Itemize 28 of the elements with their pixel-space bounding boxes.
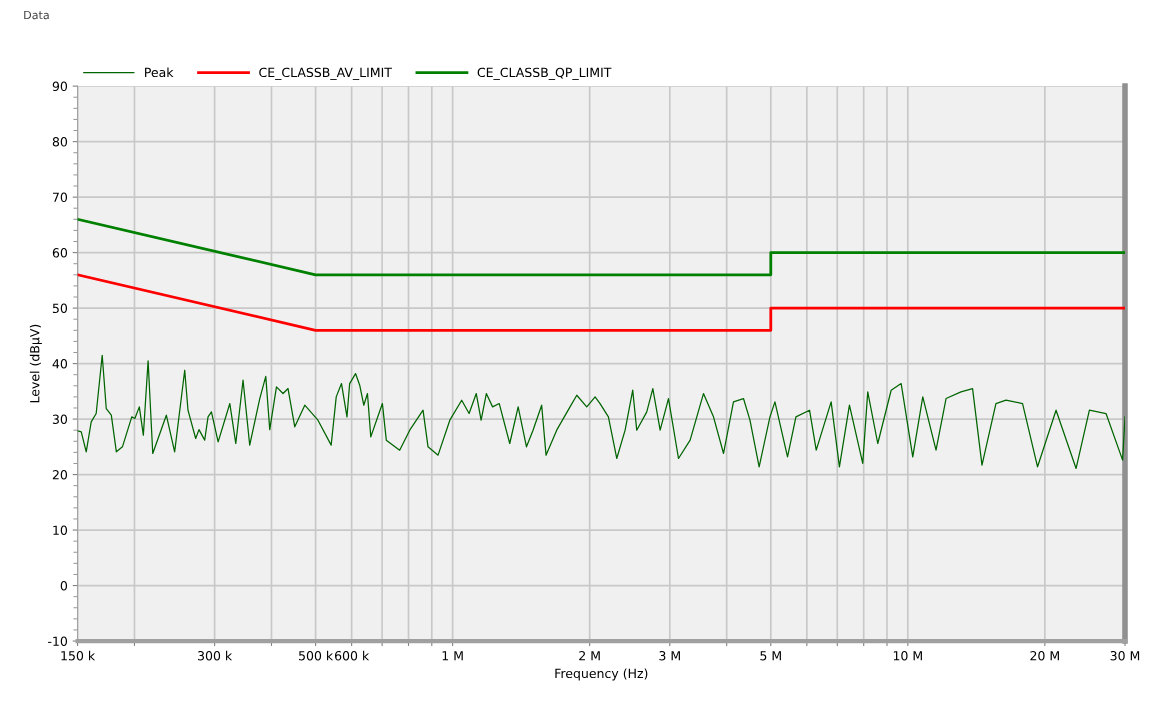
x-axis-title: Frequency (Hz)	[555, 668, 648, 681]
text: Data	[24, 10, 49, 20]
y-tick-label: 60	[52, 248, 68, 258]
x-tick-label: 150 k	[61, 650, 96, 661]
x-tick-label: 2 M	[579, 650, 600, 661]
y-tick-label: 30	[52, 414, 68, 425]
y-axis-title: Level (dBµV)	[29, 324, 42, 403]
y-tick-label: 80	[52, 137, 68, 147]
x-tick-label: 1 M	[442, 651, 463, 661]
y-tick-label: 70	[52, 192, 68, 203]
x-tick-label: 500 k	[299, 650, 334, 661]
x-tick-label: 300 k	[198, 650, 233, 661]
y-tick-label: 50	[52, 303, 68, 314]
y-tick-label: 10	[53, 525, 68, 535]
legend-label: CE_CLASSB_AV_LIMIT	[259, 67, 392, 80]
legend-label: CE_CLASSB_QP_LIMIT	[477, 67, 612, 80]
x-tick-label: 30 M	[1110, 650, 1140, 661]
x-tick-label: 600 k	[334, 650, 370, 661]
x-tick-label: 5 M	[760, 651, 781, 661]
y-tick-label: 20	[52, 470, 68, 480]
legend-label: Peak	[145, 67, 174, 78]
x-tick-label: 10 M	[893, 650, 922, 661]
y-tick-label: 0	[60, 581, 68, 591]
y-tick-label: 90	[52, 81, 68, 92]
x-tick-label: 20 M	[1030, 650, 1059, 661]
y-tick-label: -10	[48, 636, 68, 646]
x-tick-label: 3 M	[659, 650, 680, 661]
y-tick-label: 40	[52, 359, 68, 369]
